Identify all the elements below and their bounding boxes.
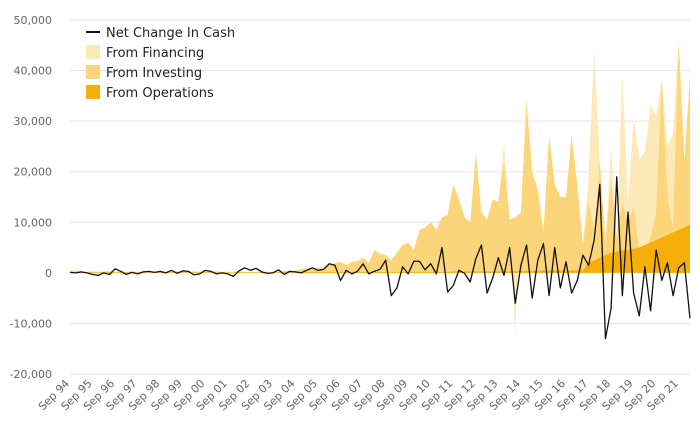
legend-item-from-financing: From Financing [86,45,204,61]
line-net-change-in-cash [69,176,691,340]
legend-item-from-operations: From Operations [86,85,214,101]
area-from-investing [70,40,690,273]
legend-swatch [86,45,100,59]
y-tick-label: 0 [45,267,52,280]
y-tick-label: 40,000 [14,65,53,78]
area-from-operations [70,224,690,273]
y-tick-label: -10,000 [10,317,52,330]
y-tick-label: 50,000 [14,14,53,27]
area-from-financing [70,40,690,334]
legend-label: From Investing [106,66,202,81]
y-tick-label: 20,000 [14,166,53,179]
legend-label: From Financing [106,46,204,61]
legend-swatch [86,65,100,79]
legend-label: Net Change In Cash [106,26,235,41]
legend: Net Change In Cash From Financing From Inv… [86,26,235,101]
y-tick-label: -20,000 [10,368,52,381]
legend-item-from-investing: From Investing [86,65,202,81]
y-tick-label: 30,000 [14,115,53,128]
line-layer [69,176,691,340]
area-layer [70,40,690,334]
y-tick-label: 10,000 [14,216,53,229]
legend-label: From Operations [106,86,214,101]
legend-item-net-change-in-cash: Net Change In Cash [86,26,235,41]
legend-swatch [86,85,100,99]
